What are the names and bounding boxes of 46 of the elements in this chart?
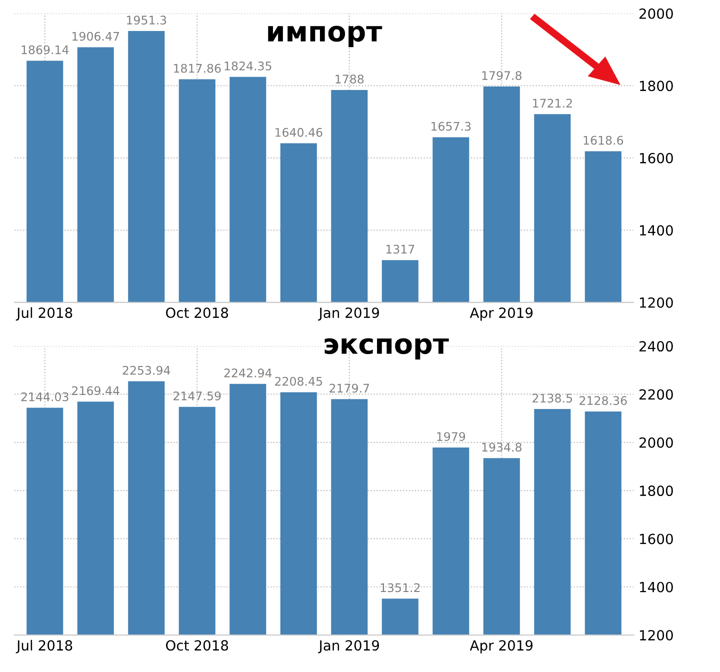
data-label: 1951.3 (127, 16, 166, 25)
y-tick-label: 1800 (640, 486, 673, 496)
y-tick-label: 1600 (640, 534, 673, 544)
data-label: 2253.94 (122, 366, 170, 375)
data-label: 2147.59 (174, 391, 221, 400)
y-tick-label: 1600 (640, 152, 673, 164)
x-tick-label: Jul 2018 (16, 640, 72, 654)
data-label: 2208.45 (275, 376, 322, 386)
x-tick-label: Jan 2019 (318, 640, 379, 654)
y-tick-label: 1400 (640, 225, 673, 236)
y-tick-label: 2200 (639, 389, 673, 400)
x-tick-label: Apr 2019 (470, 308, 533, 321)
y-tick-label: 1200 (640, 630, 673, 641)
data-label: 1906.47 (72, 32, 120, 41)
data-label: 1788 (336, 74, 364, 84)
data-label: 1817.86 (174, 64, 221, 73)
x-tick-label: Oct 2018 (166, 308, 228, 318)
y-tick-label: 2000 (639, 437, 673, 448)
data-label: 1721.2 (533, 98, 572, 108)
data-label: 1869.14 (22, 45, 69, 54)
y-tick-label: 1400 (640, 582, 673, 592)
data-label: 1640.46 (276, 128, 322, 137)
data-label: 1317 (386, 244, 414, 254)
y-tick-label: 2000 (639, 8, 673, 19)
data-label: 1979 (437, 432, 466, 442)
chart-title: импорт (268, 26, 382, 48)
x-tick-label: Apr 2019 (470, 640, 533, 654)
data-label: 2138.5 (532, 394, 572, 403)
chart-title: экспорт (324, 338, 449, 360)
data-label: 2128.36 (580, 396, 627, 406)
y-tick-label: 1800 (640, 80, 673, 92)
data-label: 2144.03 (21, 392, 68, 402)
data-label: 1618.6 (584, 136, 624, 145)
data-label: 1824.35 (224, 62, 272, 70)
data-label: 1934.8 (482, 442, 522, 452)
data-label: 2169.44 (72, 386, 120, 396)
data-label: 1351.2 (380, 583, 420, 592)
data-label: 2242.94 (224, 368, 272, 378)
x-tick-label: Jul 2018 (16, 307, 72, 321)
y-tick-label: 2400 (639, 341, 673, 352)
data-label: 1657.3 (432, 122, 471, 131)
data-label: 1797.8 (482, 71, 522, 80)
x-tick-label: Jan 2019 (318, 308, 379, 321)
y-tick-label: 1200 (640, 297, 673, 308)
x-tick-label: Oct 2018 (166, 640, 228, 651)
data-label: 2179.7 (330, 384, 370, 393)
